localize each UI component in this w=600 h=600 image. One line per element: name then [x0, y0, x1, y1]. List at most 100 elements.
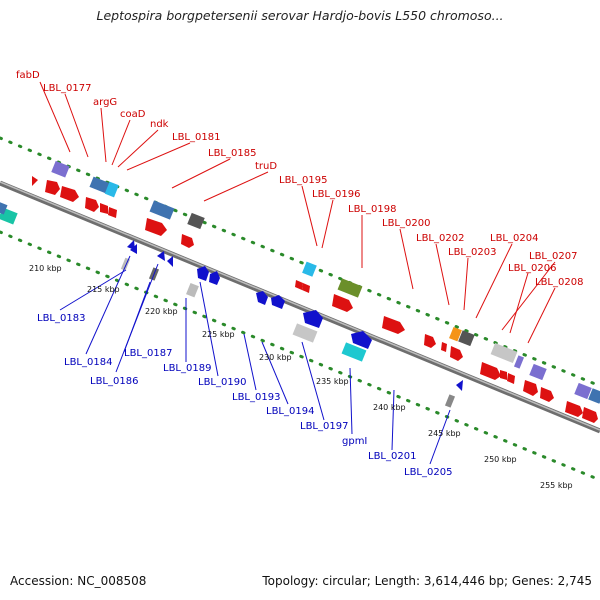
gene-arrow[interactable] — [424, 334, 436, 348]
gene-arrow[interactable] — [100, 203, 108, 214]
gene-box[interactable] — [458, 330, 475, 347]
gene-box[interactable] — [302, 261, 317, 277]
gene-label-LBL_0206[interactable]: LBL_0206 — [508, 263, 556, 274]
scale-tick-label: 240 kbp — [373, 403, 406, 412]
gene-arrow[interactable] — [256, 291, 268, 305]
gene-label-truD[interactable]: truD — [255, 161, 277, 172]
gene-box[interactable] — [574, 382, 592, 400]
gene-box[interactable] — [513, 355, 525, 369]
gene-arrow[interactable] — [181, 234, 194, 248]
gene-arrow[interactable] — [441, 342, 447, 352]
gene-label-LBL_0204[interactable]: LBL_0204 — [490, 233, 538, 244]
gene-arrow[interactable] — [60, 186, 79, 202]
gene-arrow[interactable] — [145, 218, 167, 236]
gene-box[interactable] — [449, 326, 462, 342]
scale-tick-label: 230 kbp — [259, 353, 292, 362]
leader-line — [475, 243, 513, 319]
gene-label-LBL_0177[interactable]: LBL_0177 — [43, 83, 91, 94]
gene-arrow[interactable] — [456, 380, 463, 391]
gene-arrow[interactable] — [130, 244, 137, 254]
gene-box[interactable] — [337, 278, 363, 298]
gene-box[interactable] — [341, 342, 367, 362]
scale-tick-label: 245 kbp — [428, 429, 461, 438]
gene-arrow[interactable] — [500, 370, 507, 380]
gene-arrow[interactable] — [157, 251, 165, 261]
gene-label-LBL_0197[interactable]: LBL_0197 — [300, 421, 348, 432]
chromosome-backbone — [0, 180, 600, 434]
chromosome-backbone-highlight — [0, 181, 600, 431]
gene-arrow[interactable] — [540, 387, 554, 402]
leader-line — [203, 171, 269, 202]
gene-arrow[interactable] — [332, 294, 353, 312]
gene-label-LBL_0200[interactable]: LBL_0200 — [382, 218, 430, 229]
leader-line — [527, 287, 556, 344]
gene-arrow[interactable] — [582, 407, 598, 423]
gene-arrow[interactable] — [351, 331, 372, 349]
scale-tick-label: 210 kbp — [29, 264, 62, 273]
gene-arrow[interactable] — [450, 346, 463, 361]
gene-label-LBL_0194[interactable]: LBL_0194 — [266, 406, 314, 417]
gene-box[interactable] — [104, 181, 119, 198]
gene-arrow[interactable] — [85, 197, 99, 212]
leader-line — [429, 409, 451, 465]
gene-label-LBL_0185[interactable]: LBL_0185 — [208, 148, 256, 159]
gene-box[interactable] — [0, 201, 8, 215]
gene-arrow[interactable] — [382, 316, 405, 334]
gene-label-LBL_0195[interactable]: LBL_0195 — [279, 175, 327, 186]
gene-label-LBL_0198[interactable]: LBL_0198 — [348, 204, 396, 215]
gene-label-LBL_0190[interactable]: LBL_0190 — [198, 377, 246, 388]
gene-arrow[interactable] — [209, 271, 220, 285]
scale-tick-label: 250 kbp — [484, 455, 517, 464]
gene-arrow[interactable] — [167, 256, 173, 267]
gene-label-argG[interactable]: argG — [93, 97, 117, 108]
gene-arrow[interactable] — [302, 283, 310, 293]
gene-arrow[interactable] — [507, 373, 515, 384]
scale-tick-label: 215 kbp — [87, 285, 120, 294]
gene-arrow[interactable] — [303, 310, 323, 328]
forward-track-guide — [0, 136, 600, 388]
gene-label-LBL_0183[interactable]: LBL_0183 — [37, 313, 85, 324]
gene-label-LBL_0181[interactable]: LBL_0181 — [172, 132, 220, 143]
scale-tick-label: 235 kbp — [316, 377, 349, 386]
gene-arrow[interactable] — [45, 180, 60, 195]
gene-label-LBL_0187[interactable]: LBL_0187 — [124, 348, 172, 359]
gene-arrow[interactable] — [108, 207, 117, 218]
gene-label-LBL_0201[interactable]: LBL_0201 — [368, 451, 416, 462]
gene-box[interactable] — [529, 363, 547, 381]
gene-label-ndk[interactable]: ndk — [150, 119, 169, 130]
gene-box[interactable] — [490, 342, 518, 364]
gene-label-LBL_0202[interactable]: LBL_0202 — [416, 233, 464, 244]
gene-box[interactable] — [149, 200, 175, 220]
gene-label-LBL_0186[interactable]: LBL_0186 — [90, 376, 138, 387]
gene-label-LBL_0205[interactable]: LBL_0205 — [404, 467, 452, 478]
leader-line — [301, 341, 325, 421]
gene-box[interactable] — [51, 160, 70, 178]
gene-arrow[interactable] — [295, 280, 303, 290]
gene-label-LBL_0208[interactable]: LBL_0208 — [535, 277, 583, 288]
gene-arrow[interactable] — [523, 380, 538, 396]
gene-label-LBL_0207[interactable]: LBL_0207 — [529, 251, 577, 262]
gene-arrow[interactable] — [565, 401, 583, 417]
gene-arrow[interactable] — [32, 176, 38, 186]
gene-arrow[interactable] — [271, 295, 285, 309]
gene-box[interactable] — [292, 323, 318, 343]
gene-label-coaD[interactable]: coaD — [120, 109, 146, 120]
gene-label-LBL_0203[interactable]: LBL_0203 — [448, 247, 496, 258]
gene-label-LBL_0196[interactable]: LBL_0196 — [312, 189, 360, 200]
gene-label-gpmI[interactable]: gpmI — [342, 436, 367, 447]
gene-arrow[interactable] — [197, 266, 209, 281]
gene-label-LBL_0189[interactable]: LBL_0189 — [163, 363, 211, 374]
gene-label-LBL_0184[interactable]: LBL_0184 — [64, 357, 112, 368]
gene-label-fabD[interactable]: fabD — [16, 70, 40, 81]
leader-line — [391, 389, 395, 451]
leader-line — [115, 263, 159, 373]
leader-line — [111, 119, 131, 166]
gene-label-LBL_0193[interactable]: LBL_0193 — [232, 392, 280, 403]
gene-box[interactable] — [444, 394, 456, 408]
scale-tick-label: 225 kbp — [202, 330, 235, 339]
leader-line — [321, 199, 334, 249]
gene-box[interactable] — [186, 282, 199, 298]
gene-box[interactable] — [187, 212, 205, 230]
leader-line — [349, 367, 353, 435]
gene-arrow[interactable] — [480, 362, 501, 380]
